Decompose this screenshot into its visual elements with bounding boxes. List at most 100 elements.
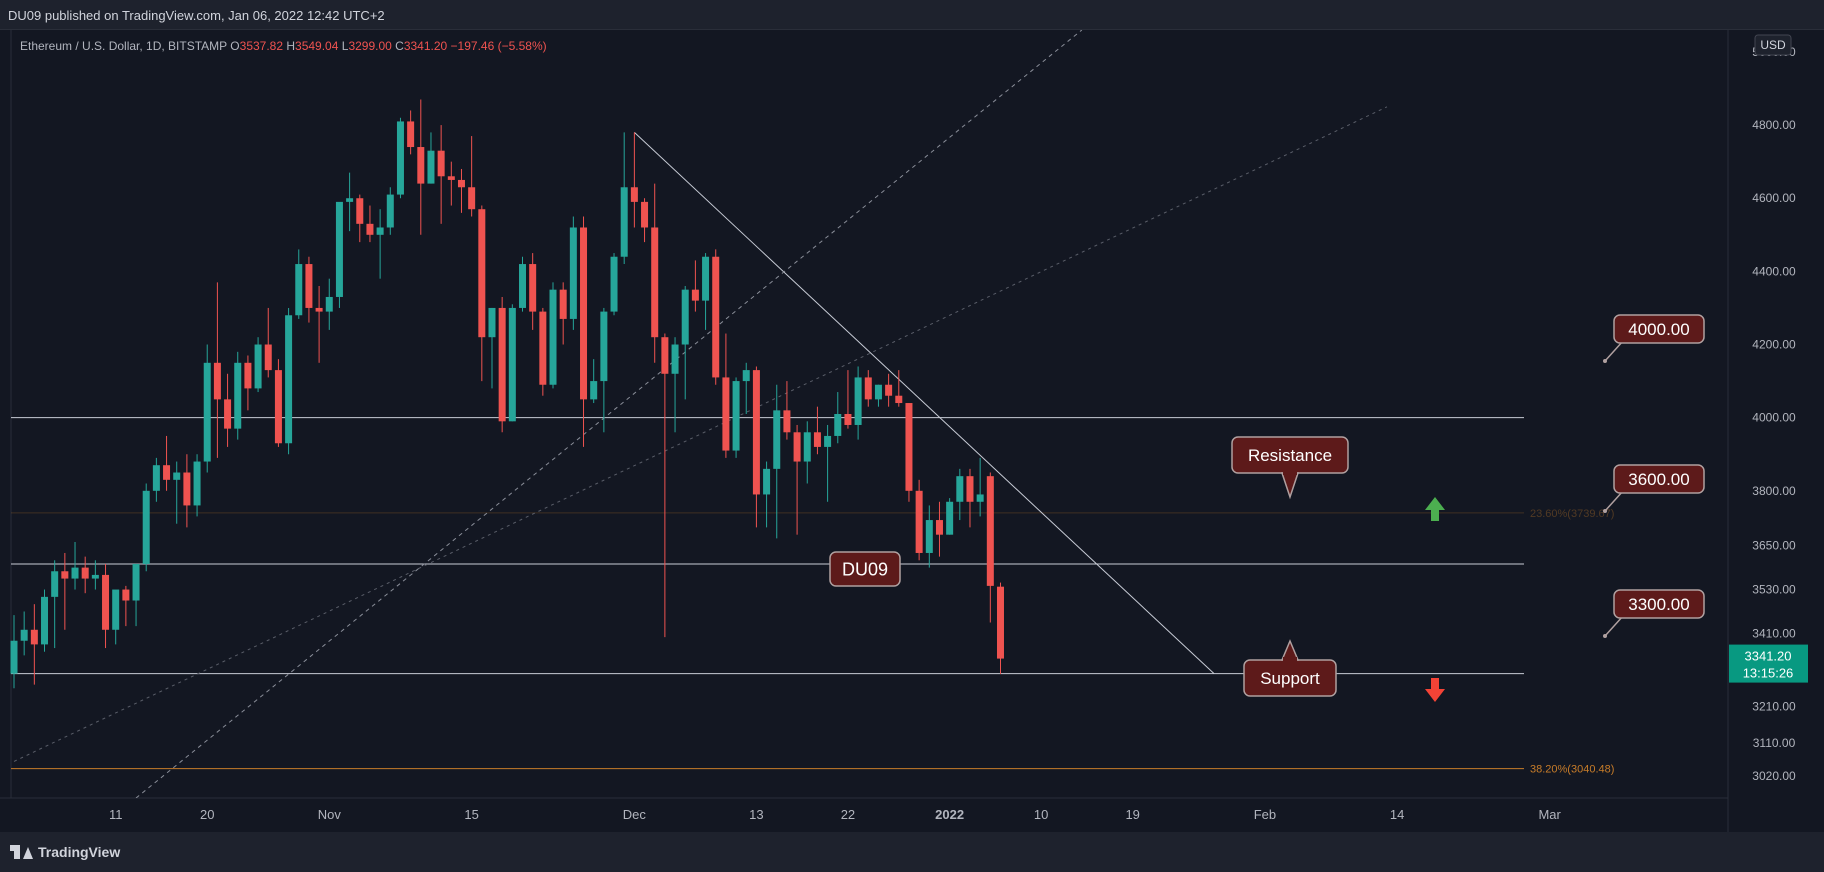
candle-body[interactable] xyxy=(630,187,638,202)
candle-body[interactable] xyxy=(864,377,872,400)
price-chart[interactable]: Ethereum / U.S. Dollar, 1D, BITSTAMP O35… xyxy=(0,30,1824,832)
candle-body[interactable] xyxy=(763,468,771,495)
candle-body[interactable] xyxy=(173,472,181,480)
current-price-badge[interactable] xyxy=(1729,644,1808,683)
candle-body[interactable] xyxy=(285,315,293,444)
candle-body[interactable] xyxy=(295,264,303,316)
candle-body[interactable] xyxy=(722,377,730,451)
candle-body[interactable] xyxy=(783,410,791,433)
candle-body[interactable] xyxy=(163,465,171,480)
candle-body[interactable] xyxy=(824,435,832,447)
candle-body[interactable] xyxy=(366,223,374,235)
candle-body[interactable] xyxy=(742,370,750,382)
candle-body[interactable] xyxy=(30,629,38,645)
candle-body[interactable] xyxy=(10,640,18,674)
candle-body[interactable] xyxy=(132,563,140,601)
candle-body[interactable] xyxy=(376,227,384,235)
candle-body[interactable] xyxy=(996,586,1004,659)
candle-body[interactable] xyxy=(651,227,659,338)
candle-body[interactable] xyxy=(752,370,760,495)
candle-body[interactable] xyxy=(508,307,516,422)
price-axis-panel[interactable] xyxy=(1728,30,1824,832)
candle-body[interactable] xyxy=(41,596,49,645)
candle-body[interactable] xyxy=(234,362,242,429)
candle-body[interactable] xyxy=(427,150,435,184)
candle-body[interactable] xyxy=(956,476,964,502)
candle-body[interactable] xyxy=(854,377,862,425)
candle-body[interactable] xyxy=(213,362,221,400)
candle-body[interactable] xyxy=(834,414,842,436)
candle-body[interactable] xyxy=(122,589,130,601)
candle-body[interactable] xyxy=(732,381,740,451)
candle-body[interactable] xyxy=(61,571,69,579)
candle-body[interactable] xyxy=(813,432,821,447)
candle-body[interactable] xyxy=(925,520,933,553)
candle-body[interactable] xyxy=(976,494,984,502)
candle-body[interactable] xyxy=(712,256,720,378)
candle-body[interactable] xyxy=(600,311,608,382)
candle-body[interactable] xyxy=(946,501,954,535)
candle-body[interactable] xyxy=(386,194,394,228)
candle-body[interactable] xyxy=(91,574,99,579)
candle-body[interactable] xyxy=(773,410,781,469)
candle-body[interactable] xyxy=(417,147,425,184)
candle-body[interactable] xyxy=(793,432,801,462)
candle-body[interactable] xyxy=(142,490,150,564)
tradingview-logo[interactable]: TradingView xyxy=(10,844,120,860)
candle-body[interactable] xyxy=(457,179,465,188)
candle-body[interactable] xyxy=(437,150,445,177)
candle-body[interactable] xyxy=(671,344,679,374)
candle-body[interactable] xyxy=(935,520,943,535)
candle-body[interactable] xyxy=(803,432,811,462)
level-3600-callout-box[interactable] xyxy=(1613,464,1705,494)
candle-body[interactable] xyxy=(51,571,59,597)
candle-body[interactable] xyxy=(335,201,343,297)
candle-body[interactable] xyxy=(681,289,689,345)
candle-body[interactable] xyxy=(224,399,232,429)
level-4000-callout-box[interactable] xyxy=(1613,314,1705,344)
candle-body[interactable] xyxy=(468,187,476,210)
candle-body[interactable] xyxy=(183,472,191,506)
candle-body[interactable] xyxy=(498,307,506,422)
candle-body[interactable] xyxy=(112,589,120,630)
candle-body[interactable] xyxy=(661,337,669,374)
candle-body[interactable] xyxy=(407,121,415,148)
candle-body[interactable] xyxy=(152,465,160,491)
candle-body[interactable] xyxy=(20,629,28,641)
currency-selector[interactable] xyxy=(1754,34,1792,56)
candle-body[interactable] xyxy=(274,370,282,444)
candle-body[interactable] xyxy=(396,121,404,195)
candle-body[interactable] xyxy=(610,256,618,312)
ascending-trendline-steep[interactable] xyxy=(135,30,1083,798)
candle-body[interactable] xyxy=(569,227,577,319)
candle-body[interactable] xyxy=(244,362,252,389)
author-watermark-box[interactable] xyxy=(829,551,901,587)
candle-body[interactable] xyxy=(539,311,547,385)
candle-body[interactable] xyxy=(590,381,598,400)
candle-body[interactable] xyxy=(702,256,710,301)
candle-body[interactable] xyxy=(874,384,882,400)
candle-body[interactable] xyxy=(895,395,903,404)
candle-body[interactable] xyxy=(905,403,913,491)
candle-body[interactable] xyxy=(529,264,537,312)
candle-body[interactable] xyxy=(641,201,649,228)
candle-body[interactable] xyxy=(346,198,354,202)
candle-body[interactable] xyxy=(447,176,455,180)
ascending-trendline-shallow[interactable] xyxy=(13,106,1388,762)
candle-body[interactable] xyxy=(915,490,923,553)
level-3300-callout-box[interactable] xyxy=(1613,589,1705,619)
candle-body[interactable] xyxy=(580,227,588,400)
candle-body[interactable] xyxy=(102,574,110,630)
candle-body[interactable] xyxy=(986,476,994,586)
candle-body[interactable] xyxy=(885,384,893,396)
candle-body[interactable] xyxy=(71,567,79,579)
candle-body[interactable] xyxy=(691,289,699,301)
descending-trendline[interactable] xyxy=(634,132,1215,675)
candle-body[interactable] xyxy=(519,264,526,308)
candle-body[interactable] xyxy=(203,362,211,462)
candle-body[interactable] xyxy=(325,296,333,312)
candle-body[interactable] xyxy=(264,344,272,371)
candle-body[interactable] xyxy=(478,209,486,338)
candle-body[interactable] xyxy=(193,461,201,506)
candle-body[interactable] xyxy=(620,187,628,257)
